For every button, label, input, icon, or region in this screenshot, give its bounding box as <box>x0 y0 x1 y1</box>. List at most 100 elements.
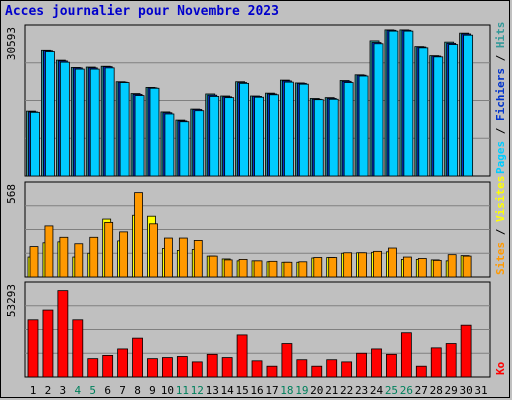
x-tick-label-4: 4 <box>74 384 81 397</box>
bar-pages-day-2 <box>45 51 55 177</box>
x-tick-label-9: 9 <box>149 384 156 397</box>
x-tick-label-12: 12 <box>191 384 204 397</box>
bar-sites-day-20 <box>313 257 323 278</box>
bar-sites-day-18 <box>283 261 293 278</box>
bar-sites-day-4 <box>74 243 84 278</box>
bar-pages-day-9 <box>149 87 160 177</box>
bar-ko-day-16 <box>251 360 263 378</box>
x-tick-label-5: 5 <box>89 384 96 397</box>
legend-top: Pages / Fichiers / Hits <box>494 22 507 174</box>
x-tick-label-15: 15 <box>235 384 248 397</box>
x-tick-label-21: 21 <box>325 384 338 397</box>
legend-bottom: Ko <box>494 361 507 375</box>
bar-pages-day-28 <box>433 56 444 177</box>
bar-ko-day-13 <box>206 353 218 378</box>
bar-ko-day-21 <box>326 359 338 378</box>
legend-middle: Sites / Visites <box>494 176 507 275</box>
bar-pages-day-18 <box>283 81 294 177</box>
x-tick-label-28: 28 <box>430 384 443 397</box>
bar-pages-day-14 <box>224 97 235 177</box>
x-tick-label-6: 6 <box>104 384 111 397</box>
x-tick-label-10: 10 <box>161 384 174 397</box>
bar-sites-day-24 <box>373 250 382 278</box>
bar-pages-day-21 <box>328 98 339 177</box>
bar-ko-day-27 <box>415 365 427 378</box>
x-tick-label-16: 16 <box>250 384 263 397</box>
legend-sites: Sites <box>494 242 507 275</box>
bar-sites-day-22 <box>343 252 353 278</box>
bar-ko-day-3 <box>57 290 69 378</box>
bar-ko-day-26 <box>400 332 412 378</box>
bar-ko-day-5 <box>87 358 99 378</box>
bar-sites-day-16 <box>253 260 263 278</box>
bar-ko-day-25 <box>386 353 397 378</box>
bar-ko-day-15 <box>236 334 248 378</box>
bar-pages-day-24 <box>373 43 384 177</box>
bar-ko-day-20 <box>311 365 323 378</box>
x-tick-label-1: 1 <box>30 384 37 397</box>
x-tick-label-26: 26 <box>400 384 413 397</box>
bar-sites-day-27 <box>417 258 427 278</box>
x-tick-label-13: 13 <box>206 384 219 397</box>
y-tick-label: 53293 <box>5 284 18 317</box>
bar-sites-day-11 <box>178 237 188 278</box>
legend-pages: Pages <box>494 141 507 174</box>
bar-pages-day-30 <box>463 34 474 177</box>
bar-ko-day-8 <box>132 337 143 378</box>
bar-pages-day-27 <box>418 47 429 177</box>
x-tick-label-23: 23 <box>355 384 368 397</box>
bar-ko-day-14 <box>221 357 233 378</box>
bar-ko-day-30 <box>460 324 472 378</box>
x-tick-label-22: 22 <box>340 384 353 397</box>
bar-ko-day-6 <box>102 355 114 378</box>
bar-ko-day-24 <box>371 348 382 378</box>
legend-separator: / <box>494 48 507 68</box>
bar-sites-day-2 <box>44 225 54 278</box>
bar-ko-day-28 <box>430 347 442 378</box>
bar-ko-day-4 <box>72 319 84 378</box>
chart-title: Acces journalier pour Novembre 2023 <box>5 4 279 19</box>
bar-sites-day-7 <box>119 231 129 278</box>
bar-pages-day-11 <box>179 121 190 177</box>
bar-pages-day-25 <box>388 30 399 177</box>
bar-pages-day-1 <box>30 111 40 177</box>
bar-pages-day-20 <box>313 99 324 177</box>
legend-separator: / <box>494 121 507 141</box>
bar-sites-day-14 <box>223 259 233 278</box>
bar-pages-day-29 <box>448 44 459 177</box>
bar-pages-day-10 <box>164 113 175 177</box>
x-tick-label-11: 11 <box>176 384 189 397</box>
x-tick-label-8: 8 <box>134 384 141 397</box>
bar-ko-day-23 <box>356 352 367 378</box>
bar-sites-day-23 <box>358 252 367 278</box>
bar-pages-day-19 <box>298 83 309 177</box>
bar-pages-day-7 <box>119 82 130 177</box>
bar-sites-day-10 <box>164 237 173 278</box>
bar-pages-day-12 <box>194 110 205 177</box>
x-tick-label-3: 3 <box>60 384 67 397</box>
bar-ko-day-2 <box>42 309 54 378</box>
bar-pages-day-6 <box>104 67 115 177</box>
bar-ko-day-12 <box>191 361 203 378</box>
bar-sites-day-9 <box>149 223 158 278</box>
bar-sites-day-3 <box>59 236 69 278</box>
bar-sites-day-28 <box>432 259 442 278</box>
bar-pages-day-5 <box>89 68 100 177</box>
bar-pages-day-4 <box>74 68 85 177</box>
legend-visites: Visites <box>494 176 507 222</box>
legend-separator: / <box>494 222 507 242</box>
x-tick-label-24: 24 <box>370 384 384 397</box>
bar-sites-day-13 <box>208 255 218 278</box>
bar-ko-day-9 <box>147 358 158 378</box>
bar-sites-day-6 <box>104 221 114 278</box>
bar-ko-day-22 <box>341 361 353 378</box>
x-tick-label-7: 7 <box>119 384 126 397</box>
bar-pages-day-3 <box>59 61 70 177</box>
x-tick-label-17: 17 <box>265 384 278 397</box>
x-tick-label-31: 31 <box>474 384 487 397</box>
legend-hits: Hits <box>494 22 507 49</box>
x-tick-label-19: 19 <box>295 384 308 397</box>
bar-ko-day-1 <box>27 319 39 378</box>
x-tick-label-18: 18 <box>280 384 293 397</box>
